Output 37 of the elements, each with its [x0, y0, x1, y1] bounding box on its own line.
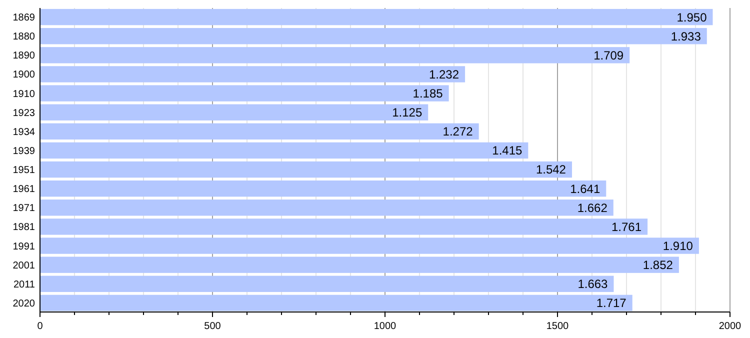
- y-tick-label: 1890: [12, 50, 36, 62]
- y-tick-label: 1880: [12, 32, 36, 43]
- data-label: 1.910: [662, 238, 694, 253]
- y-tick-label: 1900: [12, 70, 36, 81]
- x-tick-label: 0: [37, 321, 44, 332]
- data-label: 1.717: [596, 296, 627, 310]
- x-tick-label: 500: [204, 321, 222, 332]
- y-tick-label: 1971: [12, 203, 36, 214]
- data-label: 1.125: [392, 106, 422, 120]
- y-tick-label: 1961: [12, 184, 36, 196]
- data-label: 1.663: [578, 277, 608, 292]
- x-tick-label: 1500: [546, 321, 570, 332]
- x-tick-label: 2000: [718, 321, 742, 332]
- data-label: 1.852: [642, 258, 674, 272]
- data-label: 1.950: [676, 10, 708, 24]
- y-tick-label: 1939: [12, 146, 36, 157]
- x-tick-label: 1000: [374, 321, 397, 332]
- y-tick-label: 1951: [12, 165, 36, 176]
- y-tick-label: 1981: [12, 222, 36, 234]
- y-tick-label: 1910: [12, 88, 36, 100]
- data-label: 1.709: [594, 48, 624, 62]
- data-label: 1.272: [442, 124, 474, 139]
- y-tick-label: 2001: [12, 260, 36, 272]
- data-label: 1.641: [570, 182, 600, 196]
- y-tick-label: 1991: [12, 241, 36, 252]
- y-tick-label: 1923: [12, 108, 36, 119]
- data-label: 1.185: [412, 86, 444, 100]
- y-tick-label: 2020: [12, 298, 36, 310]
- y-tick-label: 1869: [12, 12, 36, 24]
- y-tick-label: 1934: [12, 126, 36, 138]
- data-label: 1.232: [429, 67, 460, 82]
- data-label: 1.542: [536, 162, 566, 177]
- y-tick-label: 2011: [13, 279, 36, 290]
- data-label: 1.662: [577, 200, 608, 215]
- data-label: 1.761: [612, 220, 642, 234]
- data-label: 1.415: [492, 144, 522, 158]
- data-label: 1.933: [670, 29, 702, 44]
